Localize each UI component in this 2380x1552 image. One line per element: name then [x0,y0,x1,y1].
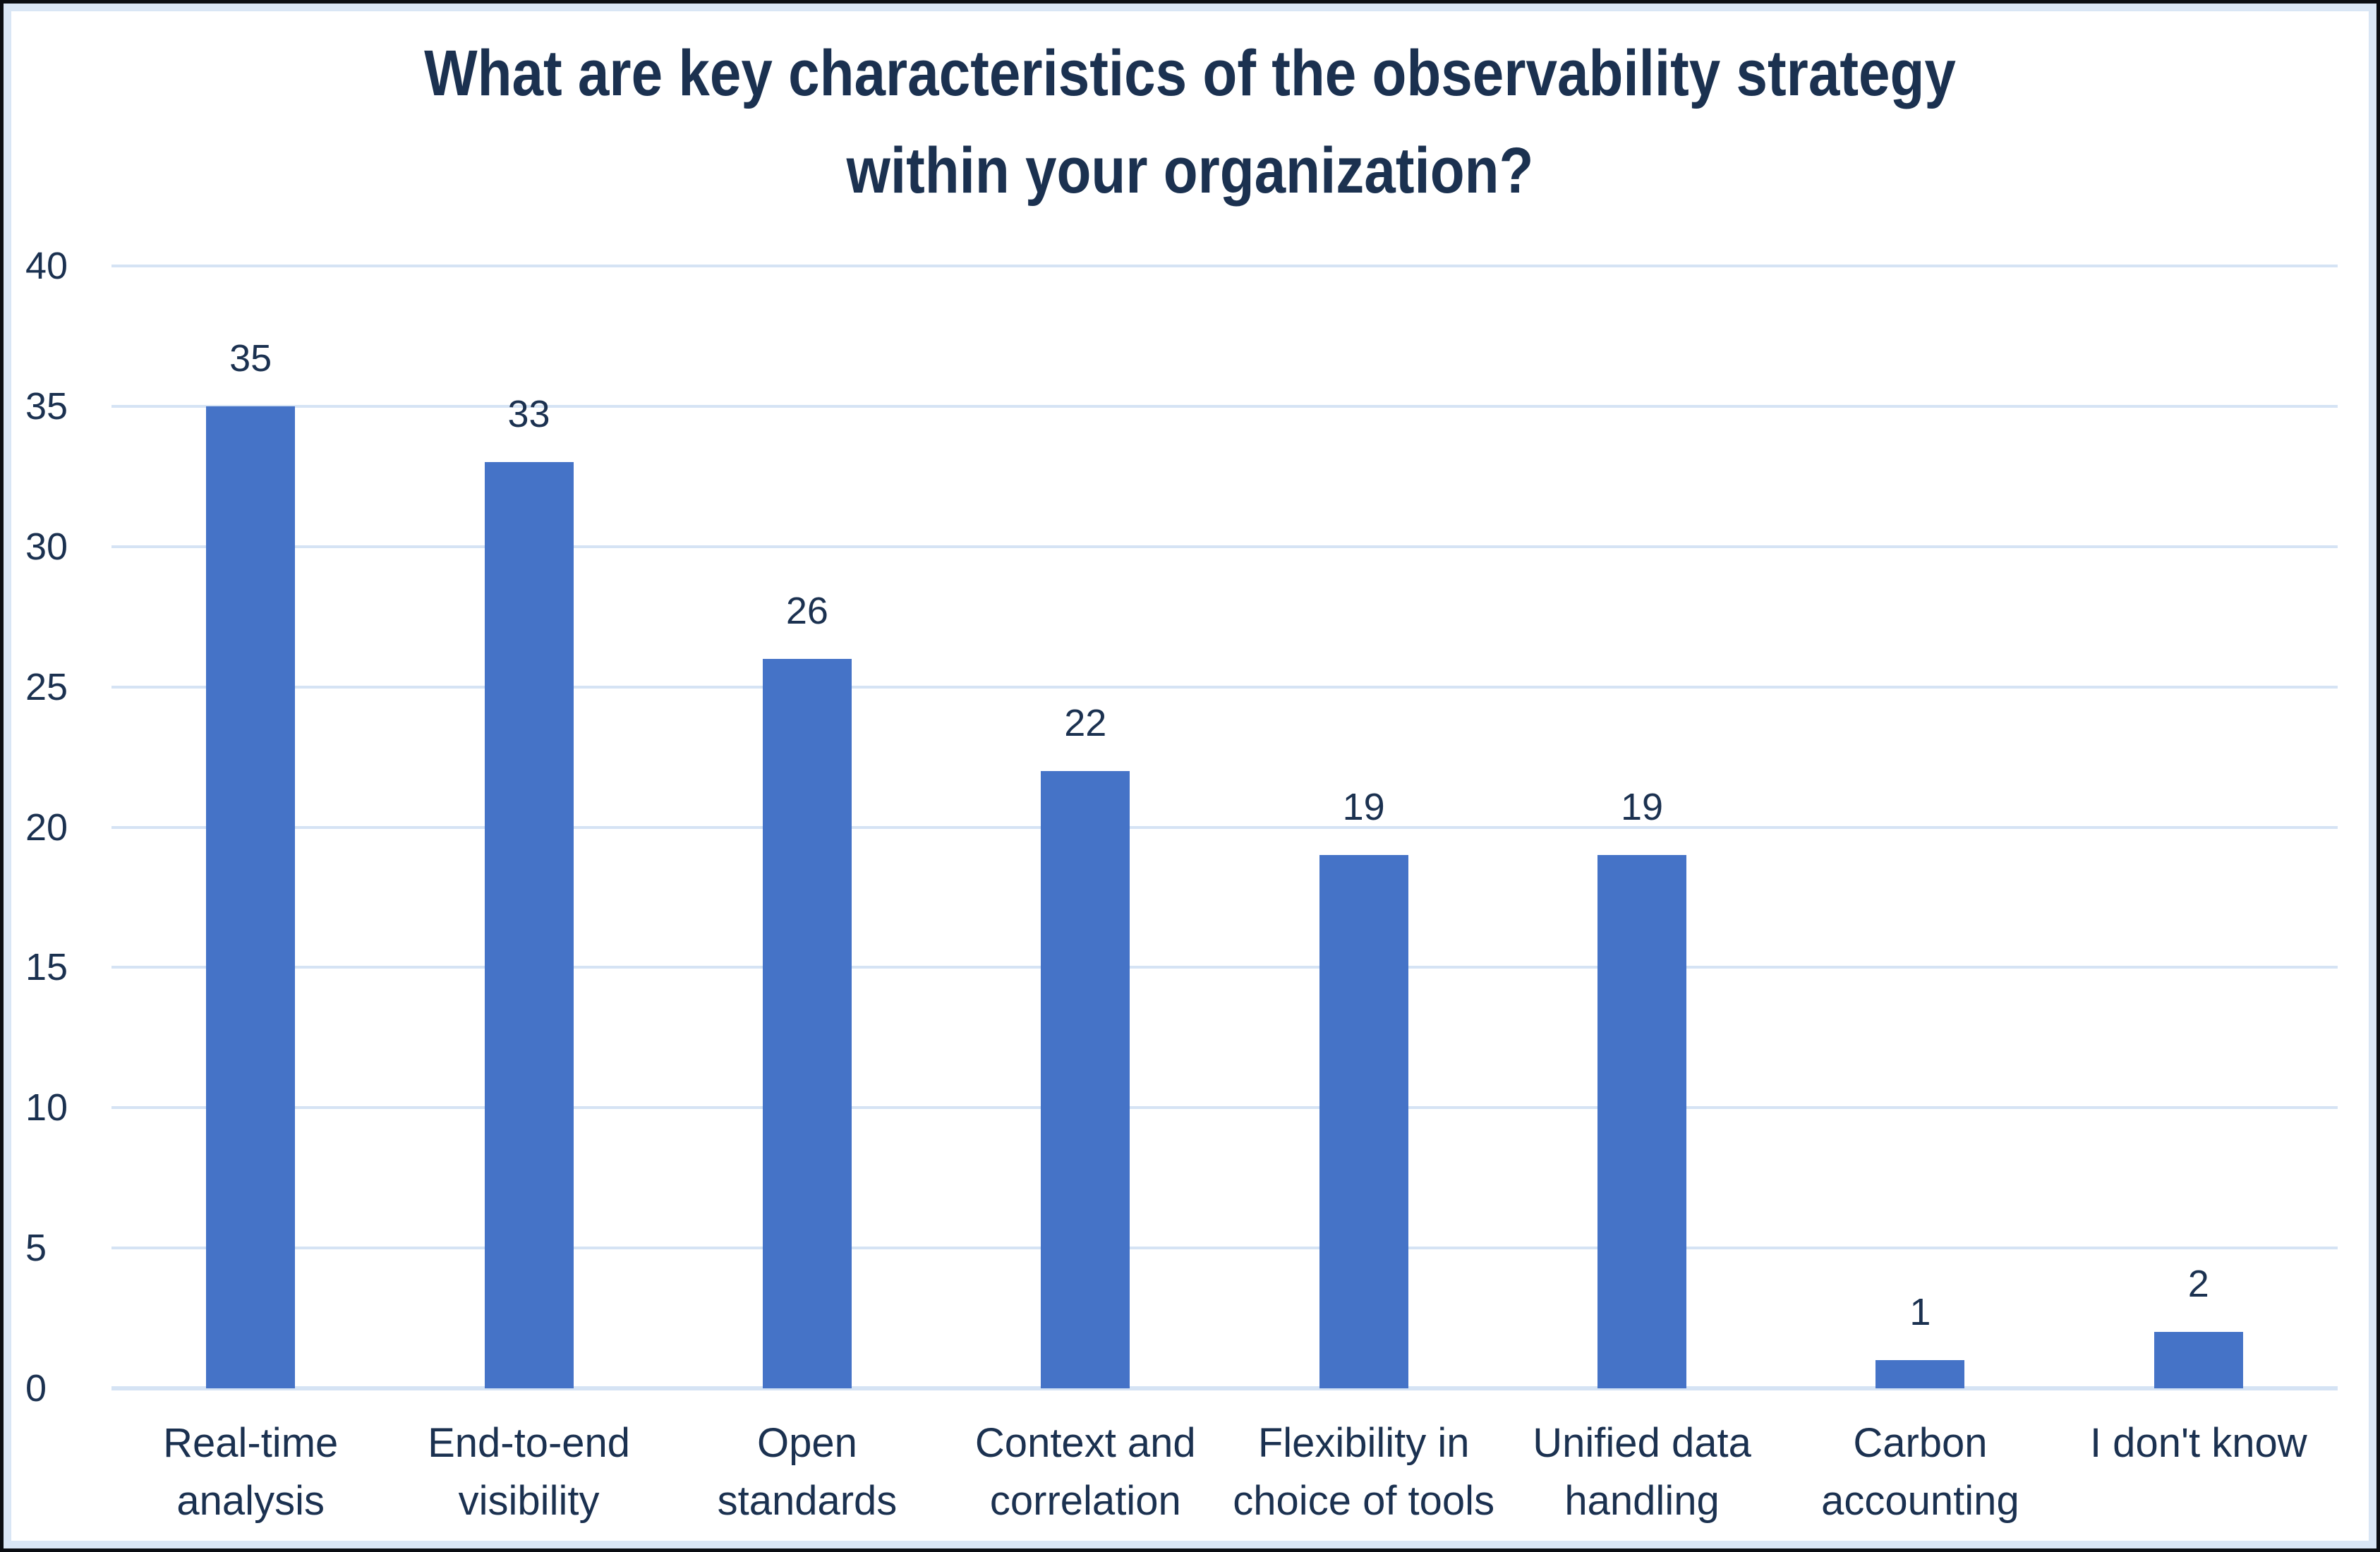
x-category-label-line: Unified data [1533,1420,1751,1466]
x-category-label: End-to-end visibility [389,1414,668,1530]
y-tick-label: 25 [25,665,68,708]
bar [762,658,852,1388]
bar-slot: 33 [389,266,668,1388]
chart-title: What are key characteristics of the obse… [158,25,2223,219]
bar [484,462,574,1388]
y-tick-label: 10 [25,1086,68,1129]
bar [1041,770,1130,1388]
y-tick-label: 35 [25,384,68,428]
x-axis-line [111,1386,2338,1390]
x-category-label-line: choice of tools [1233,1478,1495,1524]
bar-value-label: 1 [1909,1291,1931,1334]
x-axis-category-labels: Real-time analysis End-to-end visibility Ope… [111,1414,2338,1530]
bar-value-label: 35 [229,337,272,380]
gridline [111,1247,2338,1250]
x-category-label: Open standards [668,1414,946,1530]
y-tick-label: 0 [25,1367,47,1409]
bar-slot: 22 [946,266,1224,1388]
gridline [111,545,2338,548]
gridline [111,1106,2338,1110]
bar [1875,1360,1965,1388]
chart-title-line-2: within your organization? [846,135,1534,207]
y-tick-label: 40 [25,245,68,287]
gridline [111,265,2338,267]
bar-value-label: 26 [785,589,828,632]
x-category-label-line: I don't know [2089,1420,2307,1466]
bar-slot: 19 [1503,266,1781,1388]
bar [1319,855,1408,1388]
x-category-label-line: handling [1564,1478,1720,1524]
x-category-label: Real-time analysis [111,1414,389,1530]
gridline [111,404,2338,408]
y-tick-label: 15 [25,946,68,989]
x-category-label-line: correlation [989,1478,1181,1524]
x-category-label: Context and correlation [946,1414,1224,1530]
bar-slot: 35 [111,266,389,1388]
x-category-label-line: accounting [1821,1478,2019,1524]
x-category-label-line: Open [756,1420,857,1466]
bar-value-label: 22 [1064,701,1107,744]
x-category-label: I don't know [2060,1414,2338,1472]
x-category-label: Flexibility in choice of tools [1225,1414,1503,1530]
bar-slot: 19 [1225,266,1503,1388]
gridline [111,825,2338,829]
bar-value-label: 2 [2187,1263,2209,1306]
x-category-label-line: Context and [974,1420,1196,1466]
x-category-label: Unified data handling [1503,1414,1781,1530]
bar-value-label: 19 [1342,786,1385,829]
y-axis-tick-labels: 40 35 30 25 20 15 10 5 0 [25,247,2338,1407]
y-tick-label: 30 [25,525,68,568]
bar [206,406,296,1388]
x-category-label: Carbon accounting [1781,1414,2059,1530]
x-category-label-line: Real-time [163,1420,339,1466]
gridlines-layer [111,265,2338,1390]
bar-slot: 1 [1781,266,2059,1388]
bar-value-label: 33 [507,393,550,436]
bars-layer: 35 33 26 22 19 19 1 2 [111,266,2338,1388]
bar [2154,1332,2243,1388]
bar-slot: 2 [2060,266,2338,1388]
y-tick-label: 5 [25,1227,47,1270]
x-category-label-line: End-to-end [428,1420,631,1466]
y-tick-label: 20 [25,806,68,849]
x-category-label-line: Flexibility in [1257,1420,1470,1466]
gridline [111,685,2338,689]
x-category-label-line: Carbon [1853,1420,1988,1466]
x-category-label-line: visibility [458,1478,600,1524]
gridline [111,966,2338,969]
x-category-label-line: analysis [176,1478,325,1524]
chart-title-line-1: What are key characteristics of the obse… [424,37,1956,109]
bar [1597,855,1687,1388]
plot-area: 40 35 30 25 20 15 10 5 0 35 33 26 22 19 19 1 2 [25,247,2338,1407]
bar-slot: 26 [668,266,946,1388]
bar-value-label: 19 [1621,786,1664,829]
x-category-label-line: standards [717,1478,898,1524]
